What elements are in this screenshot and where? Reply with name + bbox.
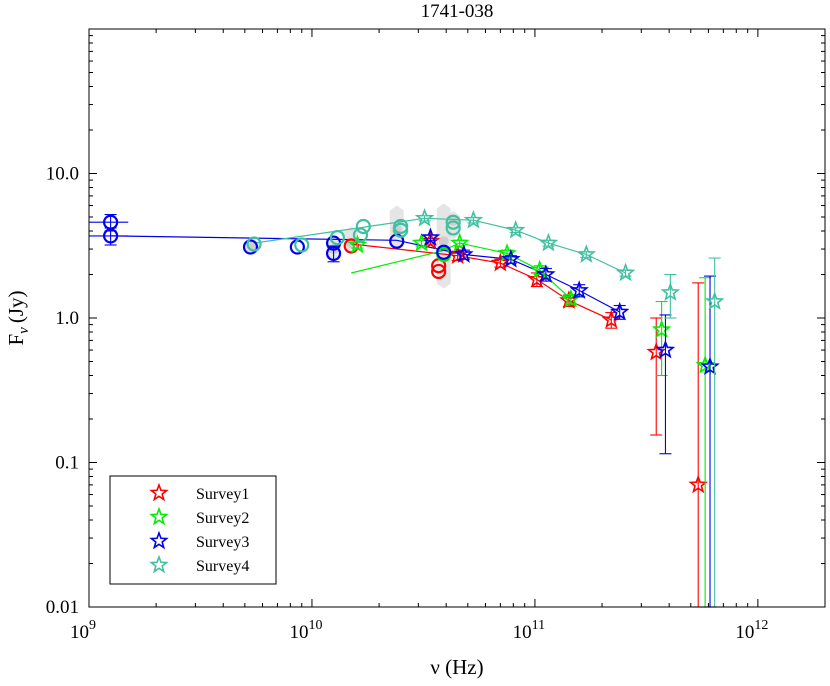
chart-title: 1741-038 <box>421 1 494 22</box>
y-axis-title-subscript: ν <box>16 327 32 334</box>
y-tick-label: 1.0 <box>55 308 79 329</box>
legend-survey1-marker <box>149 482 169 502</box>
marker-layer <box>89 207 725 608</box>
x-tick-label-base: 10 <box>70 622 89 643</box>
tick-layer <box>88 29 826 608</box>
survey4-star-point <box>505 219 526 239</box>
x-tick-label: 1011 <box>513 618 545 643</box>
survey3-star-point <box>700 356 720 376</box>
survey3-star-point <box>609 301 630 321</box>
survey4-circle-point <box>393 222 409 238</box>
legend-survey4-marker <box>149 554 169 574</box>
survey2-star-point <box>449 232 470 252</box>
survey3-circle-point <box>436 244 452 260</box>
survey4-circle-point <box>445 214 461 230</box>
survey3-star-point <box>454 244 474 263</box>
x-tick-label-exponent: 9 <box>89 618 96 633</box>
x-tick-labels: 109 1010 1011 1012 <box>70 618 768 643</box>
survey1-star-point <box>490 252 511 272</box>
survey1-star-point <box>420 230 441 250</box>
background-range-center <box>438 236 449 247</box>
x-tick-label-base: 10 <box>289 622 308 643</box>
legend-survey4-label: Survey4 <box>196 558 249 575</box>
x-tick-label-exponent: 12 <box>754 618 768 633</box>
survey3-circle-point <box>103 228 119 244</box>
legend-survey2-label: Survey2 <box>196 510 249 527</box>
legend-box <box>109 475 277 585</box>
survey4-circle-point <box>445 220 461 236</box>
legend-survey3-marker <box>149 530 169 550</box>
survey3-star-errorbar <box>659 314 672 455</box>
y-axis-title-unit: (Jy) <box>4 290 28 323</box>
survey3-circle-point <box>242 239 259 255</box>
x-tick-label: 1012 <box>735 618 768 643</box>
legend: Survey1 Survey2 Survey3 Survey4 <box>109 475 277 585</box>
survey4-star-point <box>538 232 559 252</box>
y-axis-title-main: F <box>4 334 28 346</box>
x-tick-label: 1010 <box>289 618 322 643</box>
legend-survey2-marker <box>149 506 169 526</box>
survey1-circle-point <box>431 263 447 280</box>
survey4-circle-point <box>294 237 310 253</box>
y-axis-title: Fν (Jy) <box>4 290 32 345</box>
x-axis-title: ν (Hz) <box>430 655 483 679</box>
y-tick-label: 0.01 <box>46 597 79 618</box>
survey4-star-point <box>660 282 681 301</box>
x-tick-label-base: 10 <box>735 622 754 643</box>
x-tick-label-base: 10 <box>513 622 532 643</box>
y-tick-label: 10.0 <box>46 164 79 185</box>
survey4-star-point <box>615 262 636 282</box>
y-tick-label: 0.1 <box>55 453 79 474</box>
survey3-star-point <box>655 339 676 359</box>
survey4-circle-point <box>355 218 371 235</box>
survey3-star-point <box>536 264 556 283</box>
survey4-circle-point <box>246 236 262 252</box>
survey3-star-point <box>569 280 589 299</box>
survey4-circle-point <box>329 230 345 246</box>
legend-survey3-label: Survey3 <box>196 534 249 551</box>
survey3-star-point <box>420 227 441 246</box>
survey4-star-point <box>463 209 484 229</box>
survey1-star-point <box>688 474 708 494</box>
survey4-markers <box>246 207 725 608</box>
survey4-star-point <box>704 291 725 310</box>
survey3-markers <box>89 213 720 608</box>
survey4-star-point <box>414 207 435 227</box>
y-tick-labels: 0.01 0.1 1.0 10.0 <box>46 164 79 619</box>
legend-survey1-label: Survey1 <box>196 486 249 503</box>
x-tick-label-exponent: 11 <box>532 618 545 633</box>
survey2-star-point <box>347 234 368 254</box>
survey4-circle-point <box>352 227 369 243</box>
survey2-star-point <box>651 319 672 339</box>
x-tick-label: 109 <box>70 618 96 643</box>
x-tick-label-exponent: 10 <box>308 618 322 633</box>
survey3-circle-point <box>325 245 342 261</box>
survey4-star-point <box>576 244 597 263</box>
survey3-star-point <box>501 248 521 268</box>
